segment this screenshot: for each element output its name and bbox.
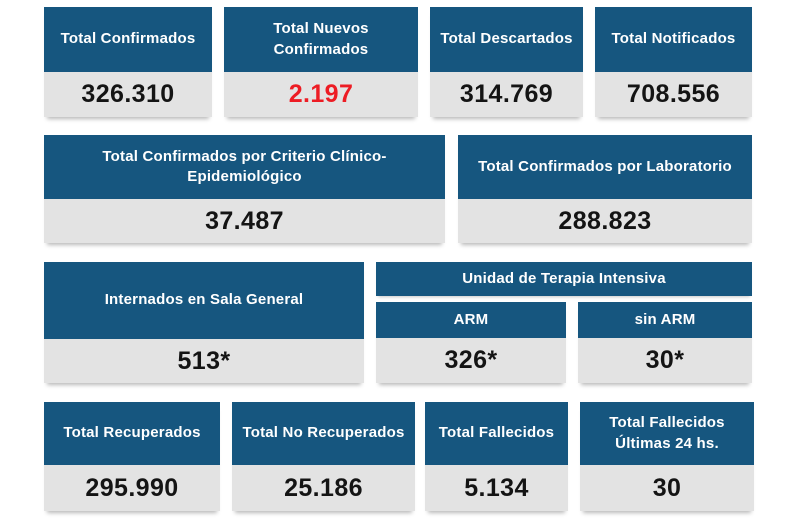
card-total-no-recuperados: Total No Recuperados 25.186 — [232, 402, 415, 511]
card-total-recuperados-label: Total Recuperados — [44, 402, 220, 465]
icu-subcards: ARM 326* sin ARM 30* — [376, 302, 752, 383]
card-criterio-clinico-label: Total Confirmados por Criterio Clínico-E… — [44, 135, 445, 199]
card-total-no-recuperados-value: 25.186 — [232, 465, 415, 511]
card-icu-arm-value: 326* — [376, 338, 566, 383]
card-criterio-clinico: Total Confirmados por Criterio Clínico-E… — [44, 135, 445, 243]
card-total-recuperados: Total Recuperados 295.990 — [44, 402, 220, 511]
card-total-descartados: Total Descartados 314.769 — [430, 7, 583, 117]
card-total-nuevos-confirmados-value: 2.197 — [224, 72, 418, 117]
card-fallecidos-24hs-label: Total Fallecidos Últimas 24 hs. — [580, 402, 754, 465]
card-sala-general-label: Internados en Sala General — [44, 262, 364, 339]
card-total-descartados-label: Total Descartados — [430, 7, 583, 72]
card-total-confirmados-value: 326.310 — [44, 72, 212, 117]
card-icu-arm: ARM 326* — [376, 302, 566, 383]
icu-group: Unidad de Terapia Intensiva ARM 326* sin… — [376, 262, 752, 383]
card-total-no-recuperados-label: Total No Recuperados — [232, 402, 415, 465]
card-total-nuevos-confirmados-label: Total Nuevos Confirmados — [224, 7, 418, 72]
row-confirmation-criteria: Total Confirmados por Criterio Clínico-E… — [44, 135, 800, 243]
card-total-descartados-value: 314.769 — [430, 72, 583, 117]
card-total-fallecidos: Total Fallecidos 5.134 — [425, 402, 568, 511]
card-total-nuevos-confirmados: Total Nuevos Confirmados 2.197 — [224, 7, 418, 117]
row-totals: Total Confirmados 326.310 Total Nuevos C… — [44, 7, 800, 117]
card-icu-sin-arm-value: 30* — [578, 338, 752, 383]
card-fallecidos-24hs-value: 30 — [580, 465, 754, 511]
icu-group-label: Unidad de Terapia Intensiva — [376, 262, 752, 296]
card-icu-sin-arm-label: sin ARM — [578, 302, 752, 338]
card-sala-general: Internados en Sala General 513* — [44, 262, 364, 383]
card-icu-sin-arm: sin ARM 30* — [578, 302, 752, 383]
card-laboratorio: Total Confirmados por Laboratorio 288.82… — [458, 135, 752, 243]
row-hospitalized: Internados en Sala General 513* Unidad d… — [44, 262, 800, 383]
card-laboratorio-value: 288.823 — [458, 199, 752, 243]
card-criterio-clinico-value: 37.487 — [44, 199, 445, 243]
card-fallecidos-24hs: Total Fallecidos Últimas 24 hs. 30 — [580, 402, 754, 511]
row-outcomes: Total Recuperados 295.990 Total No Recup… — [44, 402, 800, 511]
card-total-notificados-value: 708.556 — [595, 72, 752, 117]
card-sala-general-value: 513* — [44, 339, 364, 383]
card-icu-arm-label: ARM — [376, 302, 566, 338]
card-total-confirmados: Total Confirmados 326.310 — [44, 7, 212, 117]
card-total-recuperados-value: 295.990 — [44, 465, 220, 511]
card-laboratorio-label: Total Confirmados por Laboratorio — [458, 135, 752, 199]
card-total-notificados-label: Total Notificados — [595, 7, 752, 72]
card-total-fallecidos-value: 5.134 — [425, 465, 568, 511]
card-total-fallecidos-label: Total Fallecidos — [425, 402, 568, 465]
card-total-confirmados-label: Total Confirmados — [44, 7, 212, 72]
card-total-notificados: Total Notificados 708.556 — [595, 7, 752, 117]
